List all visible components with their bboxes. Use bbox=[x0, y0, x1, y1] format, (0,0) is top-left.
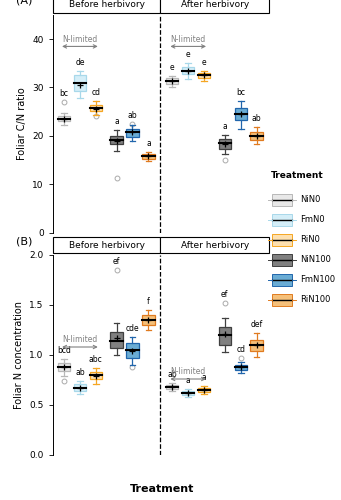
FancyBboxPatch shape bbox=[160, 0, 269, 13]
Bar bbox=[272, 234, 292, 246]
Bar bbox=[219, 139, 231, 149]
Text: NiN100: NiN100 bbox=[300, 256, 331, 264]
Bar bbox=[272, 194, 292, 206]
Bar bbox=[126, 343, 139, 358]
Bar bbox=[142, 154, 154, 158]
Bar bbox=[219, 327, 231, 345]
Text: After herbivory: After herbivory bbox=[181, 0, 249, 8]
Text: abc: abc bbox=[89, 356, 103, 364]
Text: Treatment: Treatment bbox=[271, 171, 324, 180]
Text: (B): (B) bbox=[16, 237, 32, 247]
Text: a: a bbox=[146, 139, 151, 148]
Bar bbox=[235, 108, 247, 120]
Text: N-limited: N-limited bbox=[170, 35, 206, 44]
FancyBboxPatch shape bbox=[160, 237, 269, 253]
Text: ab: ab bbox=[75, 368, 85, 378]
Text: cde: cde bbox=[125, 324, 139, 334]
Y-axis label: Foliar N concentration: Foliar N concentration bbox=[14, 301, 24, 409]
Text: FmN100: FmN100 bbox=[300, 276, 335, 284]
Bar bbox=[272, 274, 292, 286]
Text: a: a bbox=[202, 374, 207, 382]
FancyBboxPatch shape bbox=[53, 0, 160, 13]
Text: N-limited: N-limited bbox=[62, 35, 98, 44]
Text: bc: bc bbox=[236, 88, 245, 97]
Text: ab: ab bbox=[167, 370, 177, 380]
Text: After herbivory: After herbivory bbox=[181, 240, 249, 250]
Bar bbox=[110, 332, 123, 348]
Bar bbox=[272, 214, 292, 226]
Text: Before herbivory: Before herbivory bbox=[69, 240, 145, 250]
Text: FmN0: FmN0 bbox=[300, 216, 324, 224]
Bar bbox=[110, 136, 123, 144]
Text: bc: bc bbox=[59, 89, 69, 98]
Text: def: def bbox=[251, 320, 263, 330]
Bar bbox=[272, 294, 292, 306]
Bar bbox=[126, 128, 139, 137]
Text: N-limited: N-limited bbox=[62, 335, 98, 344]
Bar bbox=[272, 254, 292, 266]
Text: bcd: bcd bbox=[57, 346, 71, 356]
Text: ef: ef bbox=[113, 258, 120, 266]
Text: e: e bbox=[170, 64, 175, 72]
Text: cd: cd bbox=[91, 88, 100, 97]
Text: RiN100: RiN100 bbox=[300, 296, 330, 304]
Text: de: de bbox=[75, 58, 85, 66]
Text: a: a bbox=[186, 376, 191, 386]
Text: e: e bbox=[186, 50, 191, 59]
Text: a: a bbox=[114, 117, 119, 126]
Bar bbox=[250, 340, 263, 351]
Text: N-limited: N-limited bbox=[170, 367, 206, 376]
Text: Before herbivory: Before herbivory bbox=[69, 0, 145, 8]
Text: (A): (A) bbox=[16, 0, 32, 6]
Bar bbox=[58, 363, 70, 371]
FancyBboxPatch shape bbox=[53, 237, 160, 253]
Text: RiN0: RiN0 bbox=[300, 236, 320, 244]
Bar bbox=[142, 315, 154, 325]
Bar bbox=[90, 372, 102, 379]
Bar bbox=[74, 76, 86, 92]
Bar bbox=[182, 391, 194, 395]
Text: e: e bbox=[202, 58, 206, 66]
Text: ab: ab bbox=[128, 111, 137, 120]
Bar bbox=[182, 66, 194, 74]
Y-axis label: Foliar C/N ratio: Foliar C/N ratio bbox=[17, 88, 27, 160]
Text: f: f bbox=[147, 298, 150, 306]
Text: ef: ef bbox=[221, 290, 228, 300]
Bar bbox=[235, 365, 247, 370]
Text: cd: cd bbox=[236, 346, 245, 354]
Bar bbox=[90, 105, 102, 111]
Text: a: a bbox=[222, 122, 227, 131]
Text: ab: ab bbox=[252, 114, 262, 123]
Bar bbox=[198, 388, 210, 392]
Text: NiN0: NiN0 bbox=[300, 196, 320, 204]
Bar bbox=[74, 384, 86, 391]
Bar bbox=[250, 132, 263, 140]
Bar bbox=[166, 385, 178, 389]
Bar bbox=[198, 73, 210, 78]
Bar bbox=[58, 116, 70, 121]
Text: Treatment: Treatment bbox=[130, 484, 194, 494]
Bar bbox=[166, 78, 178, 84]
